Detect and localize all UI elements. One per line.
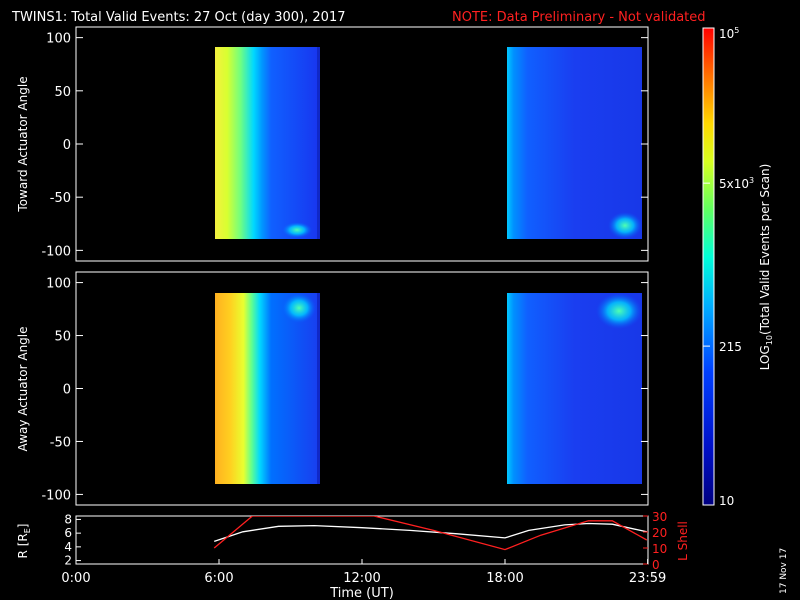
toward-y-tick-label: -100 xyxy=(41,244,71,259)
toward-pass2-spot xyxy=(608,212,642,239)
orbit-panel-frame xyxy=(75,515,649,565)
orbit-y-tick-label: 6 xyxy=(64,526,72,540)
toward-pass2-block xyxy=(507,47,642,239)
orbit-y2-tick-label: 0 xyxy=(652,558,660,572)
away-y-label: Away Actuator Angle xyxy=(16,326,30,451)
colorbar-gradient xyxy=(702,27,715,506)
toward-pass1-edge xyxy=(317,47,320,239)
x-axis-label: Time (UT) xyxy=(329,586,394,600)
x-tick-label: 6:00 xyxy=(204,571,233,586)
toward-pass1-spot xyxy=(282,222,312,238)
figure-title: TWINS1: Total Valid Events: 27 Oct (day … xyxy=(11,10,346,25)
x-tick-label: 23:59 xyxy=(629,571,666,586)
colorbar: 105 5x103 215 10 LOG10(Total Valid Events p… xyxy=(702,26,774,508)
orbit-y2-label: L Shell xyxy=(676,521,690,561)
colorbar-tick-label: 5x103 xyxy=(719,176,754,191)
orbit-y2-tick-label: 30 xyxy=(652,510,667,524)
toward-y-axis: Toward Actuator Angle 100 50 0 -50 -100 xyxy=(16,32,648,259)
away-y-tick-label: -100 xyxy=(41,488,71,503)
l-shell-line xyxy=(213,516,648,551)
orbit-y2-tick-label: 10 xyxy=(652,542,667,556)
colorbar-label: LOG10(Total Valid Events per Scan) xyxy=(758,164,774,371)
away-pass1-edge xyxy=(317,293,320,484)
orbit-y2-tick-label: 20 xyxy=(652,526,667,540)
away-pass1-spot xyxy=(282,293,316,323)
x-tick-label: 12:00 xyxy=(343,571,380,586)
away-y-tick-label: 100 xyxy=(46,277,71,292)
x-tick-label: 0:00 xyxy=(61,571,90,586)
away-pass2-spot xyxy=(596,293,642,329)
toward-y-tick-label: 100 xyxy=(46,32,71,47)
radius-line xyxy=(213,522,647,543)
date-stamp: 17 Nov 17 xyxy=(779,548,789,594)
toward-y-tick-label: -50 xyxy=(50,191,71,206)
away-panel: Away Actuator Angle 100 50 0 -50 -100 xyxy=(16,271,649,506)
toward-y-tick-label: 50 xyxy=(54,85,71,100)
toward-y-label: Toward Actuator Angle xyxy=(16,76,30,212)
colorbar-tick-label: 105 xyxy=(719,26,739,41)
orbit-y-label: R [RE] xyxy=(16,524,32,559)
colorbar-tick-label: 215 xyxy=(719,340,742,354)
away-y-axis: Away Actuator Angle 100 50 0 -50 -100 xyxy=(16,277,648,503)
orbit-y-tick-label: 4 xyxy=(64,540,72,554)
toward-pass1-block xyxy=(215,47,317,239)
orbit-y-tick-label: 2 xyxy=(64,554,72,568)
away-pass1-block xyxy=(215,293,317,484)
preliminary-note: NOTE: Data Preliminary - Not validated xyxy=(452,10,706,25)
orbit-y-tick-label: 8 xyxy=(64,512,72,526)
away-y-tick-label: -50 xyxy=(50,435,71,450)
x-tick-label: 18:00 xyxy=(486,571,523,586)
colorbar-tick-label: 10 xyxy=(719,494,734,508)
toward-panel: Toward Actuator Angle 100 50 0 -50 -100 xyxy=(16,26,649,262)
toward-y-tick-label: 0 xyxy=(63,138,71,153)
away-y-tick-label: 50 xyxy=(54,330,71,345)
away-y-tick-label: 0 xyxy=(63,383,71,398)
